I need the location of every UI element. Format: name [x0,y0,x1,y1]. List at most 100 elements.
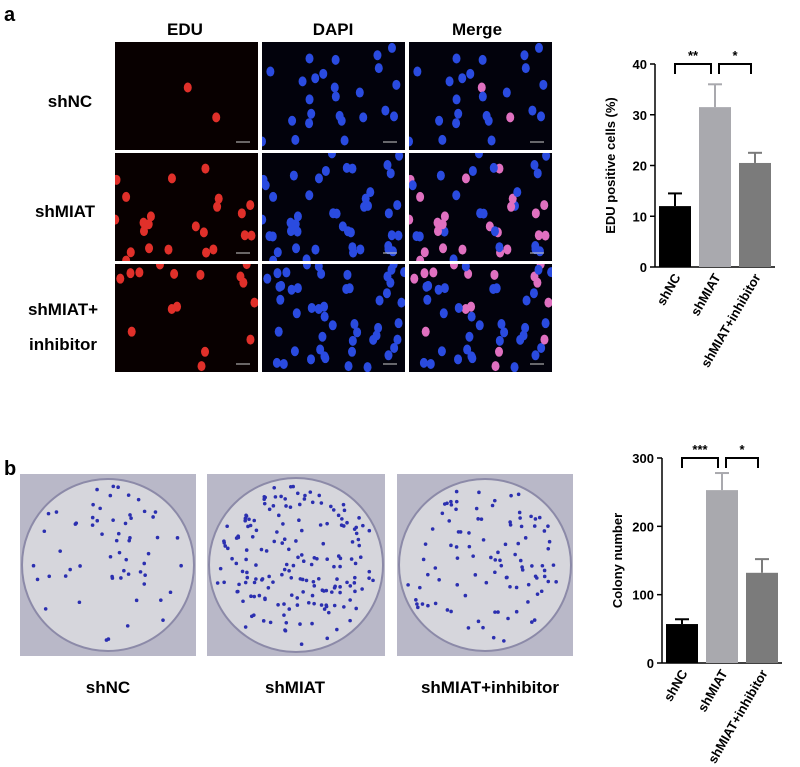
colony [301,590,305,594]
colony [287,568,291,573]
nucleus [274,326,283,337]
nucleus [170,268,179,279]
colony [513,552,517,557]
nucleus [454,108,463,119]
colony [463,593,468,598]
colony [426,603,430,608]
nucleus [268,231,277,242]
nucleus [429,267,438,278]
nucleus [282,267,291,278]
colony [267,574,271,579]
nucleus [167,173,176,184]
colony [418,585,422,590]
nucleus [145,243,154,254]
background [262,153,405,261]
nucleus [266,66,275,77]
nucleus [262,180,270,191]
colony [240,569,245,574]
nucleus [467,301,476,312]
colony [142,582,147,586]
colony [338,556,343,561]
nucleus [489,162,498,173]
colony [309,562,314,567]
colony [223,544,228,548]
nucleus [463,344,472,355]
nucleus [209,244,218,255]
colony [360,587,364,591]
colony [499,563,504,568]
colony [338,590,342,595]
nucleus [419,357,428,368]
nucleus [413,66,422,77]
nucleus [383,159,392,170]
colony [266,585,271,590]
colony [332,564,336,569]
significance-bracket [718,63,752,74]
nucleus [535,246,544,257]
colony [336,513,341,518]
nucleus [298,76,307,87]
colony [91,502,95,507]
colony [318,523,323,527]
nucleus [393,334,402,345]
nucleus [495,242,504,253]
colony [47,574,52,579]
colony [159,598,163,602]
colony [247,517,251,522]
colony [508,520,512,524]
colony [288,505,293,509]
colony [489,555,493,560]
colony [335,577,339,581]
nucleus [311,73,320,84]
nucleus [426,358,435,369]
nucleus [240,230,249,241]
colony [222,580,226,585]
colony [361,523,365,528]
bar [739,162,771,267]
colony [284,562,289,567]
nucleus [250,297,258,308]
colony [291,563,296,568]
nucleus [320,311,329,322]
nucleus [438,219,447,230]
colony [321,541,326,546]
x-tick-label: shMIAT [695,667,731,714]
colony [110,574,114,579]
nucleus [533,168,542,179]
colony [126,493,131,497]
nucleus [317,268,326,279]
nucleus [276,294,285,305]
nucleus [409,136,414,147]
nucleus [288,115,297,126]
colony [516,541,521,546]
colony [339,523,344,527]
colony [245,570,249,575]
colony [241,599,245,604]
colony [493,610,497,614]
colony [225,524,229,529]
colony [129,516,133,521]
nucleus [465,331,474,342]
colony [282,613,286,617]
nucleus [423,294,432,305]
nucleus [331,54,340,65]
colony [268,620,273,625]
nucleus [197,361,206,372]
y-tick-label: 10 [633,209,647,224]
colony [454,499,459,504]
nucleus [374,322,383,333]
colony [449,503,454,507]
nucleus [464,268,473,279]
colony [288,484,293,489]
colony [437,578,441,582]
colony [138,570,143,574]
colony [356,537,361,542]
colony [308,490,313,494]
colony [367,528,372,533]
nucleus [381,105,390,116]
colony [526,582,531,587]
nucleus [314,173,323,184]
nucleus [520,50,529,61]
colony [234,561,239,566]
colony [508,584,512,589]
